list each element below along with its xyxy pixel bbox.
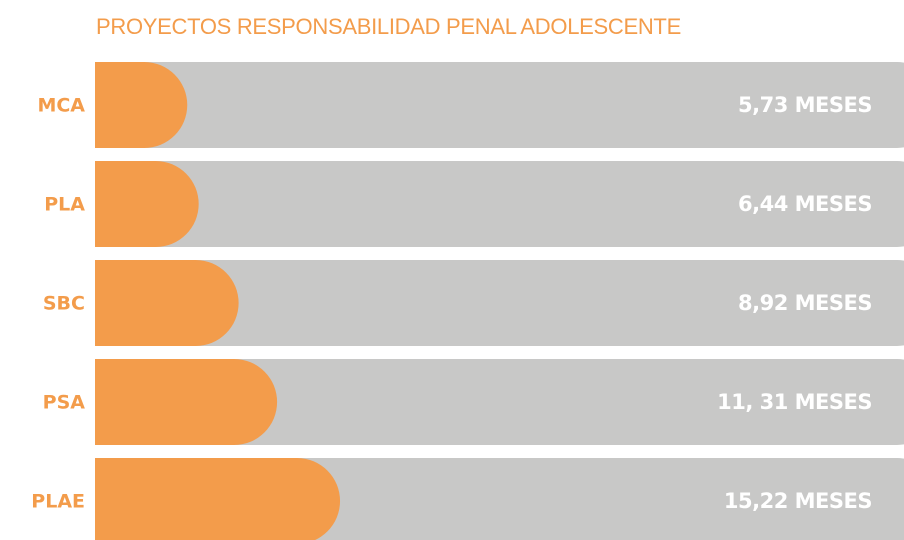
chart-title: PROYECTOS RESPONSABILIDAD PENAL ADOLESCE…	[96, 14, 681, 39]
bar-track	[95, 161, 904, 247]
value-label: 11, 31 MESES	[717, 390, 872, 414]
value-label: 5,73 MESES	[738, 93, 872, 117]
value-label: 8,92 MESES	[738, 291, 872, 315]
bar	[95, 161, 199, 247]
bar	[95, 260, 239, 346]
bar-track	[95, 62, 904, 148]
bar	[95, 359, 278, 445]
value-label: 6,44 MESES	[738, 192, 872, 216]
category-label: PLA	[44, 194, 85, 216]
category-label: PLAE	[31, 491, 85, 513]
bar	[95, 458, 340, 540]
category-label: PSA	[43, 392, 86, 414]
bar-track	[95, 359, 904, 445]
bar-track	[95, 260, 904, 346]
value-label: 15,22 MESES	[724, 489, 872, 513]
bar	[95, 62, 188, 148]
category-label: MCA	[37, 95, 85, 117]
category-label: SBC	[43, 293, 85, 315]
